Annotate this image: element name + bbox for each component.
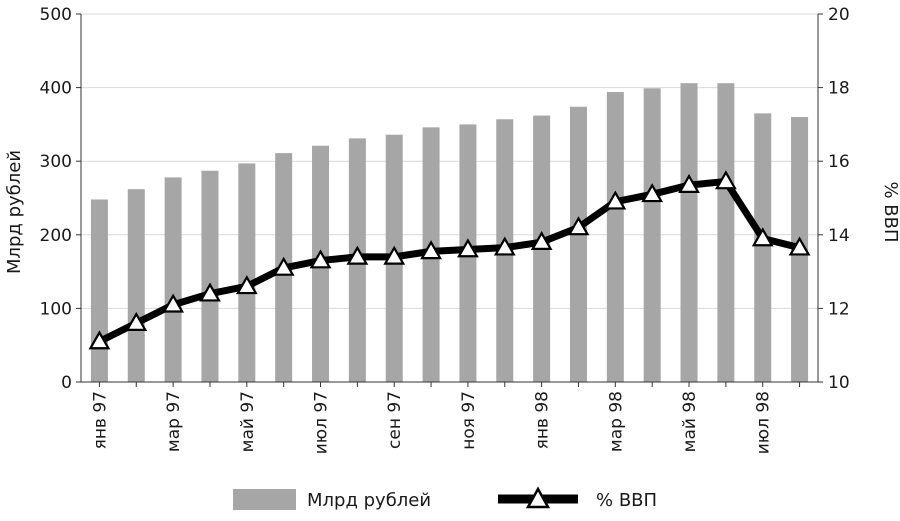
- line-marker: [125, 311, 148, 331]
- x-tick-label: мар 97: [164, 391, 184, 452]
- bar: [238, 163, 256, 382]
- bar: [680, 83, 698, 383]
- bar: [90, 199, 108, 382]
- line-marker: [383, 245, 406, 265]
- y-axis-right-title: % ВВП: [880, 181, 900, 242]
- y-right-tick-label: 18: [828, 79, 850, 99]
- x-tick-label: июл 97: [312, 391, 332, 454]
- bar: [717, 83, 735, 383]
- line-marker: [272, 256, 295, 276]
- line-marker: [420, 240, 442, 260]
- line-marker: [751, 227, 774, 247]
- y-right-tick-label: 14: [828, 226, 850, 246]
- bar: [643, 88, 661, 382]
- bar: [127, 189, 145, 382]
- y-left-tick-label: 300: [40, 152, 72, 172]
- line-marker: [714, 170, 737, 190]
- line-marker: [309, 249, 332, 269]
- y-left-tick-label: 200: [40, 226, 72, 246]
- legend: Млрд рублей % ВВП: [233, 486, 657, 511]
- y-axis-left-title: Млрд рублей: [4, 150, 25, 274]
- y-right-tick-label: 10: [828, 373, 850, 393]
- line-marker: [235, 275, 258, 295]
- line-marker: [678, 173, 700, 193]
- line-marker: [88, 330, 111, 350]
- x-tick-label: янв 97: [90, 391, 110, 449]
- legend-swatch-bars: [233, 489, 296, 510]
- bar: [569, 106, 587, 383]
- y-right-tick-label: 20: [828, 5, 850, 25]
- y-left-tick-label: 400: [40, 79, 72, 99]
- line-marker: [567, 216, 590, 236]
- x-tick-label: мар 98: [606, 391, 626, 452]
- y-right-tick-label: 16: [828, 152, 850, 172]
- bar: [201, 170, 219, 382]
- axes: [76, 13, 823, 387]
- line-marker: [788, 236, 811, 256]
- y-left-tick-label: 0: [61, 373, 72, 393]
- x-tick-label: ноя 97: [459, 391, 479, 450]
- x-tick-label: май 98: [680, 391, 700, 452]
- y-left-tick-label: 500: [40, 5, 72, 25]
- legend-label-line: % ВВП: [596, 490, 657, 511]
- y-left-tick-label: 100: [40, 299, 72, 319]
- x-tick-label: янв 98: [533, 391, 553, 449]
- x-tick-label: сен 97: [385, 391, 405, 449]
- line-marker: [604, 190, 627, 210]
- line-marker: [199, 282, 221, 302]
- legend-label-bars: Млрд рублей: [307, 490, 431, 511]
- tick-labels: 0 100 200 300 400 500 10 12 14 16 18 20 янв 97 мар 97…: [40, 5, 850, 454]
- y-right-tick-label: 12: [828, 299, 850, 319]
- line-marker: [641, 183, 664, 203]
- x-tick-label: май 97: [238, 391, 258, 452]
- bar-series: [90, 83, 809, 383]
- line-marker: [493, 236, 516, 256]
- line-marker: [346, 245, 369, 265]
- bar: [754, 113, 772, 383]
- gridlines: [81, 13, 818, 309]
- x-tick-label: июл 98: [754, 391, 774, 454]
- legend-marker-triangle: [525, 486, 551, 509]
- line-marker: [162, 293, 185, 313]
- line-marker: [530, 230, 553, 251]
- line-marker: [457, 238, 479, 258]
- line-series: [88, 170, 811, 350]
- bar: [164, 177, 182, 382]
- bar: [606, 92, 624, 383]
